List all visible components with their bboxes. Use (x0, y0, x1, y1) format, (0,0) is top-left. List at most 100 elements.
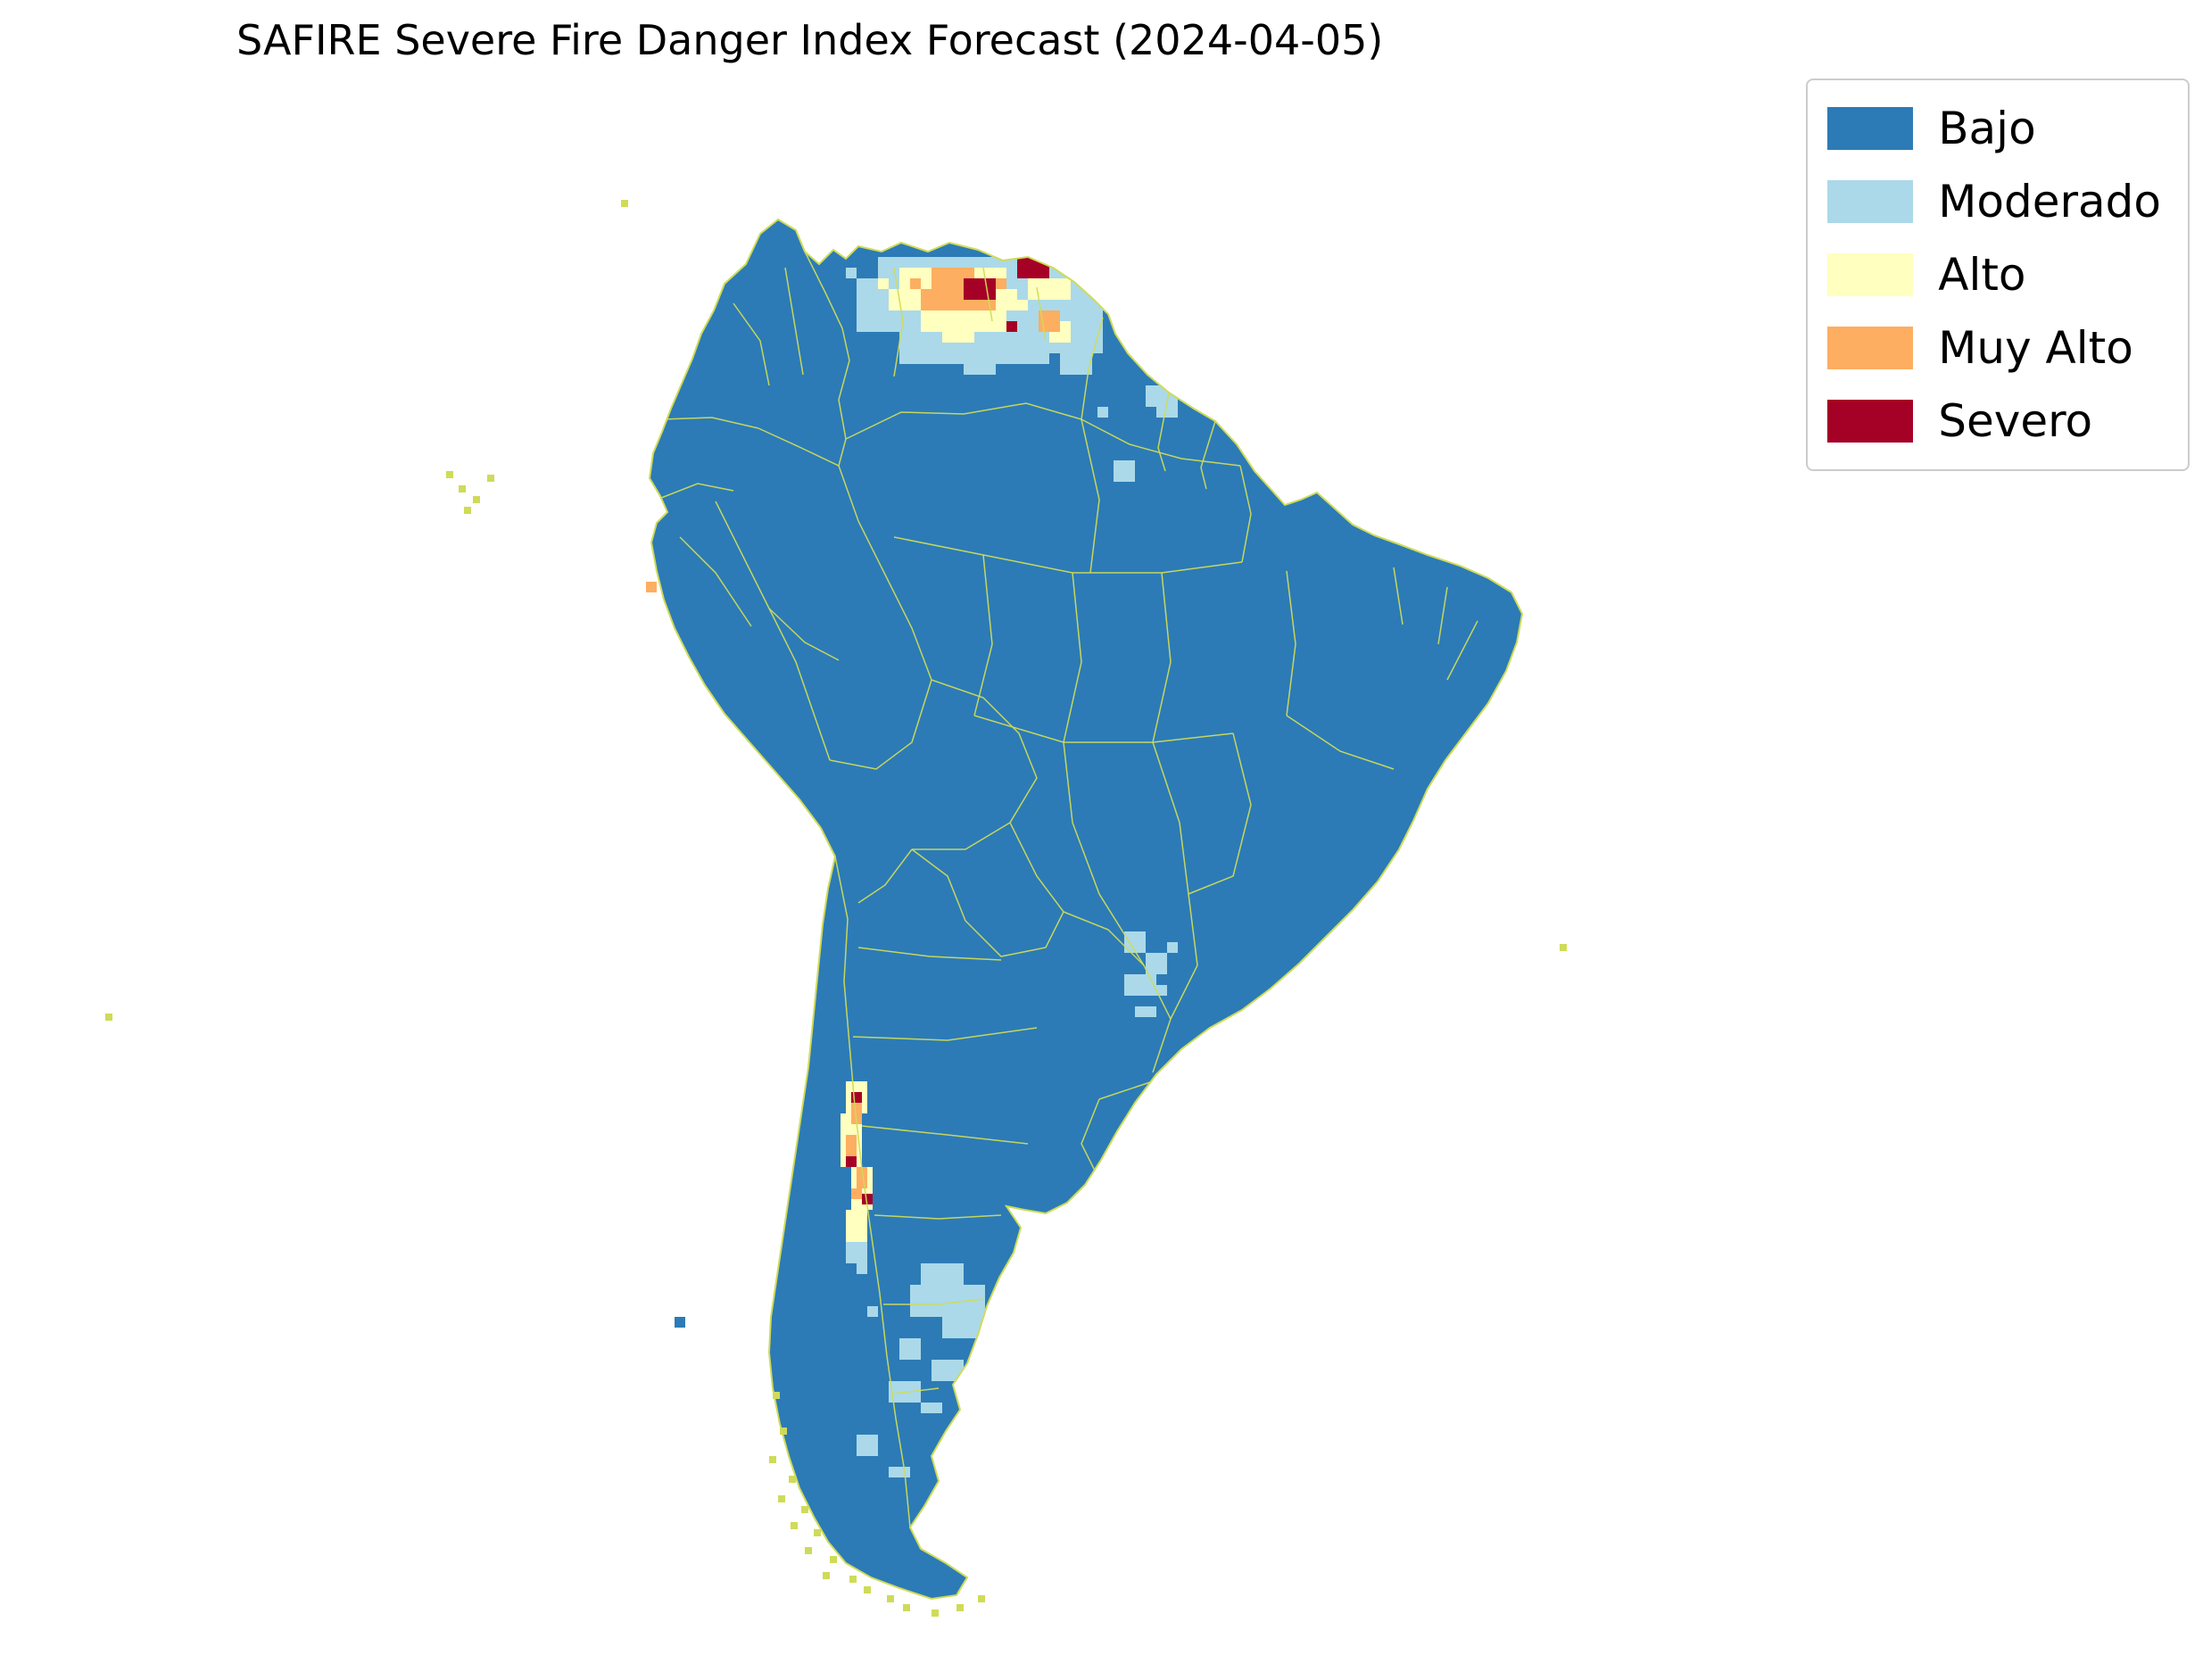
admin-boundary-line (768, 608, 840, 661)
danger-cell (921, 1263, 964, 1285)
islet-speck (849, 1576, 857, 1583)
admin-boundary-line (845, 402, 1082, 440)
chart-title: SAFIRE Severe Fire Danger Index Forecast… (236, 16, 1384, 64)
legend-item: Bajo (1827, 95, 2161, 162)
admin-boundary-line (931, 679, 1038, 823)
admin-boundary-line (1437, 586, 1448, 645)
islet-speck (805, 1547, 812, 1554)
admin-boundary-line (1170, 893, 1198, 1020)
islet-speck (778, 1495, 785, 1502)
islet-speck (473, 496, 480, 503)
admin-boundary-line (1152, 572, 1172, 743)
islet-speck (459, 485, 466, 492)
islet-speck (487, 475, 494, 482)
admin-boundary-line (912, 822, 1011, 850)
legend-swatch (1827, 253, 1914, 296)
admin-boundary-line (784, 267, 804, 376)
admin-boundary-line (715, 501, 797, 663)
islet-speck (830, 1556, 837, 1563)
admin-boundary-line (852, 1027, 1038, 1041)
danger-cell (899, 1338, 921, 1360)
danger-cell (1156, 985, 1167, 996)
islet-speck (773, 1392, 780, 1399)
danger-cell (846, 1210, 867, 1242)
danger-cell (921, 310, 1006, 332)
danger-cell (1017, 300, 1028, 310)
admin-boundary-line (1200, 420, 1216, 490)
admin-boundary-line (1081, 418, 1100, 574)
admin-boundary-line (758, 427, 847, 468)
islet-speck (791, 1522, 798, 1529)
islet-speck (780, 1428, 787, 1435)
legend-item: Moderado (1827, 168, 2161, 236)
legend-label: Bajo (1938, 103, 2036, 154)
islet-speck (903, 1604, 910, 1611)
danger-cell (974, 1349, 985, 1360)
islet-speck (801, 1506, 808, 1513)
islet-speck (621, 200, 628, 207)
admin-boundary-line (1157, 392, 1170, 472)
islet-specks (105, 200, 1567, 1617)
danger-cell (851, 1103, 862, 1124)
admin-boundary-line (795, 661, 831, 761)
admin-boundary-line (857, 947, 1002, 961)
islet-speck (105, 1014, 112, 1021)
legend-label: Muy Alto (1938, 322, 2133, 374)
admin-boundary-line (679, 536, 752, 627)
admin-boundary-line (1152, 741, 1189, 895)
admin-boundary-line (893, 267, 904, 377)
danger-cell (1060, 353, 1092, 375)
islet-speck (769, 1456, 776, 1463)
danger-cell (1114, 460, 1135, 482)
legend-swatch (1827, 400, 1914, 443)
legend-item: Alto (1827, 241, 2161, 309)
admin-boundary-line (1081, 317, 1104, 420)
admin-boundary-line (1286, 570, 1296, 716)
legend-swatch (1827, 107, 1914, 150)
admin-boundary-line (1063, 572, 1082, 743)
admin-boundary-line (1081, 1098, 1100, 1180)
islet-speck (789, 1476, 796, 1483)
admin-boundary-line (982, 267, 993, 322)
admin-boundary-line (804, 251, 850, 440)
islet-speck (446, 471, 453, 478)
danger-cell (846, 1242, 867, 1263)
admin-boundary-line (1188, 732, 1252, 895)
danger-cell (964, 278, 996, 300)
admin-boundaries (656, 251, 1478, 1528)
danger-cell (932, 1360, 964, 1381)
admin-boundary-line (857, 848, 913, 904)
admin-boundary-line (1143, 964, 1172, 1073)
danger-cell (878, 278, 889, 289)
danger-cell (1156, 407, 1178, 418)
admin-boundary-line (883, 1298, 984, 1305)
islet-speck (1560, 944, 1567, 951)
islet-speck (932, 1610, 939, 1617)
offshore-cells (646, 582, 685, 1328)
admin-boundary-line (1239, 465, 1252, 563)
danger-cell (857, 1435, 878, 1456)
islet-speck (464, 507, 471, 514)
legend-item: Severo (1827, 387, 2161, 455)
danger-cell (921, 1403, 942, 1413)
islet-speck (823, 1572, 830, 1579)
admin-boundary-line (911, 822, 1064, 957)
admin-boundary-line (1036, 286, 1047, 342)
admin-boundary-line (1063, 741, 1145, 966)
raster-cells (841, 257, 1178, 1477)
landmass (650, 219, 1522, 1599)
admin-boundary-line (1393, 567, 1404, 625)
admin-boundary-line (1446, 620, 1478, 681)
danger-cell (1167, 942, 1178, 953)
islet-speck (864, 1586, 871, 1593)
islet-speck (814, 1529, 821, 1536)
danger-cell (1135, 1006, 1156, 1017)
danger-cell (851, 1092, 862, 1103)
islet-speck (887, 1595, 894, 1602)
danger-cell (846, 268, 857, 278)
danger-cell (862, 1194, 873, 1204)
admin-boundary-line (733, 302, 770, 386)
admin-boundary-line (874, 1214, 1002, 1220)
admin-boundary-line (1063, 911, 1145, 966)
